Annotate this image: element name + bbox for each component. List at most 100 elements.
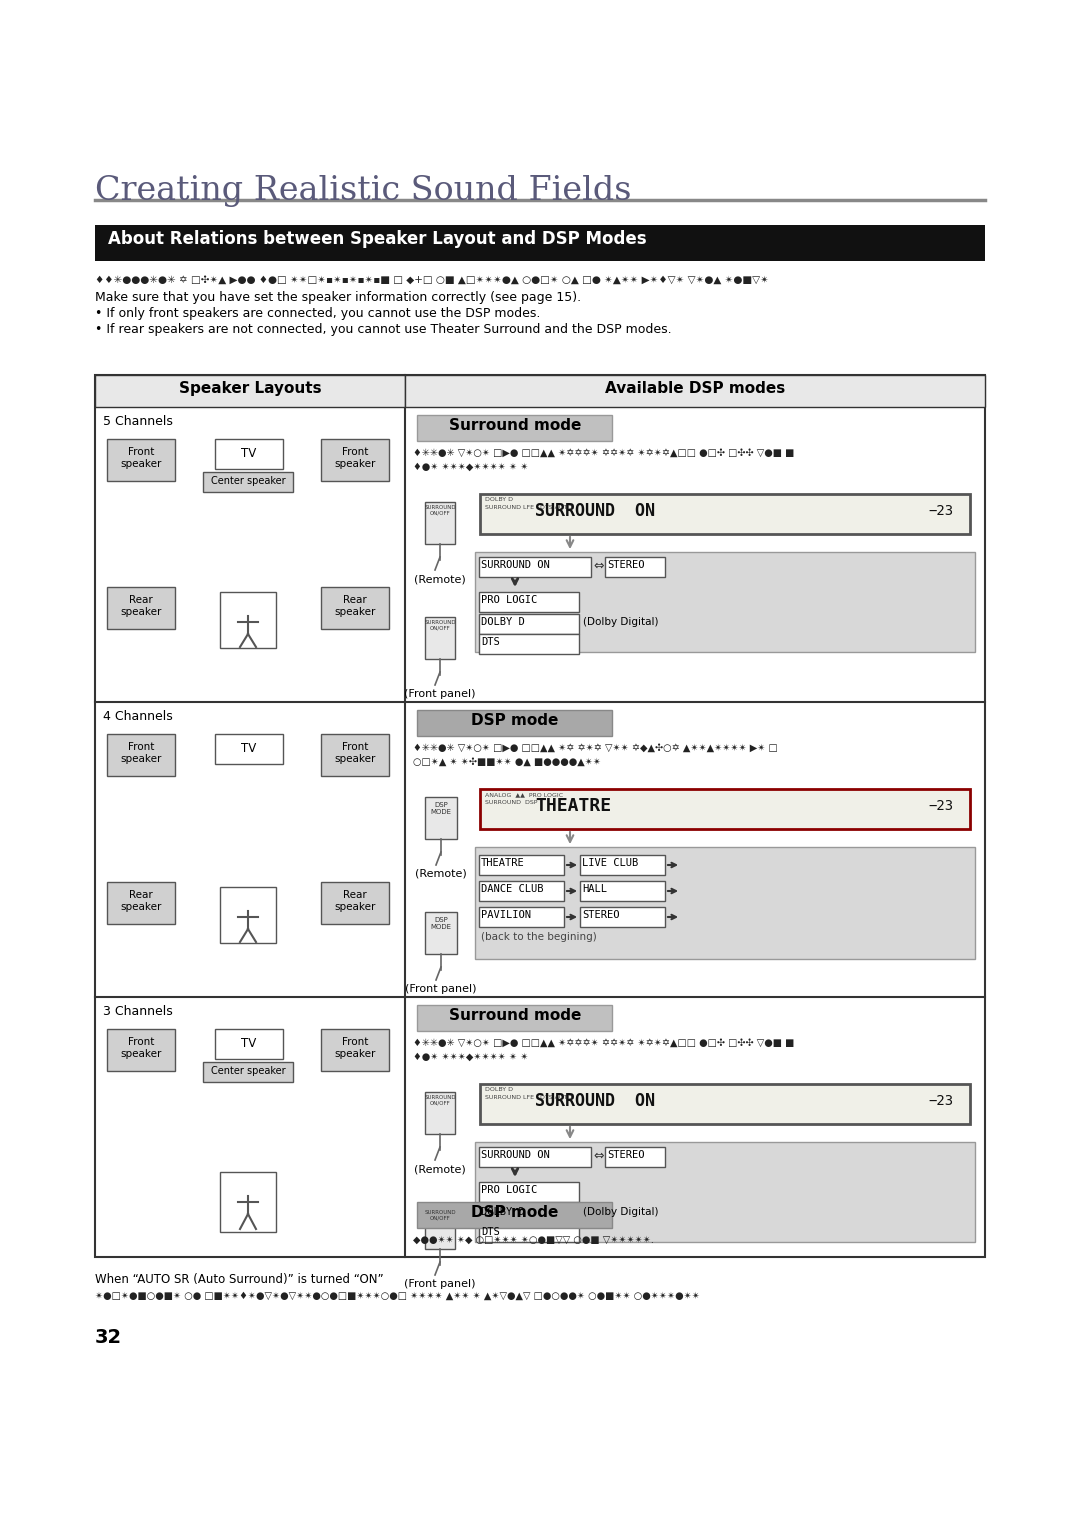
Text: ♦✳✳●✳ ▽✴○✴ □▶● □□▲▲ ✴✡✡✡✴ ✡✡✴✡ ✴✡✴✡▲□□ ●□✣ □✣✣ ▽●■ ■: ♦✳✳●✳ ▽✴○✴ □▶● □□▲▲ ✴✡✡✡✴ ✡✡✴✡ ✴✡✴✡▲□□ ●… [413,448,795,459]
Bar [475,552,975,651]
Text: −23: −23 [928,505,954,518]
Text: (back to the begining): (back to the begining) [481,933,597,942]
Text: (Remote): (Remote) [414,1164,465,1174]
Text: (Dolby Digital): (Dolby Digital) [583,1206,659,1217]
Bar [417,709,612,735]
Text: SURROUND
ON/OFF: SURROUND ON/OFF [424,619,456,631]
Text: STEREO: STEREO [607,560,645,570]
Text: (Front panel): (Front panel) [405,985,476,994]
Bar [580,855,665,875]
Text: (Front panel): (Front panel) [404,690,476,699]
Text: • If rear speakers are not connected, you cannot use Theater Surround and the DS: • If rear speakers are not connected, yo… [95,323,672,336]
Bar [107,439,175,482]
Text: SURROUND
ON/OFF: SURROUND ON/OFF [424,1209,456,1220]
Text: ⇔: ⇔ [593,560,604,573]
Text: ANALOG  ▲▲  PRO LOGIC: ANALOG ▲▲ PRO LOGIC [485,792,563,797]
Text: SURROUND ON: SURROUND ON [481,560,550,570]
Text: (Remote): (Remote) [415,868,467,879]
Text: Center speaker: Center speaker [211,476,285,486]
Bar [605,557,665,576]
Text: Rear
speaker: Rear speaker [120,890,162,911]
Bar [95,225,985,261]
Text: Front
speaker: Front speaker [335,742,376,763]
Bar [417,414,612,440]
Bar [480,1203,579,1225]
Circle shape [238,1176,258,1196]
Text: (Dolby Digital): (Dolby Digital) [583,618,659,627]
Text: STEREO: STEREO [607,1150,645,1161]
Bar [107,587,175,628]
Text: • If only front speakers are connected, you cannot use the DSP modes.: • If only front speakers are connected, … [95,307,540,320]
Text: DTS: DTS [481,638,500,647]
Text: PAVILION: PAVILION [481,910,531,920]
Text: ♦♦✳●●●✳●✳ ✡ □✣✴▲ ▶●● ♦●□ ✴✴□✴▪✴▪✴▪✴▪■ □ ◆+□ ○■ ▲□✴✴✴●▲ ○●□✴ ○▲ □● ✴▲✴✴ ▶✴♦▽✴ ▽✴●: ♦♦✳●●●✳●✳ ✡ □✣✴▲ ▶●● ♦●□ ✴✴□✴▪✴▪✴▪✴▪■ □ … [95,275,769,284]
Text: Front
speaker: Front speaker [335,1037,376,1058]
Text: Front
speaker: Front speaker [335,446,376,468]
Bar [426,502,455,544]
Text: 5 Channels: 5 Channels [103,414,173,428]
Bar [475,1142,975,1242]
Text: About Relations between Speaker Layout and DSP Modes: About Relations between Speaker Layout a… [108,229,647,248]
Text: (Remote): (Remote) [414,573,465,584]
Text: SURROUND  DSP: SURROUND DSP [485,800,538,804]
Bar [203,1063,293,1083]
Text: SURROUND
ON/OFF: SURROUND ON/OFF [424,1095,456,1105]
Bar [107,734,175,777]
Text: SURROUND ON: SURROUND ON [481,1150,550,1161]
Text: SURROUND LFE   DTS.AUTO: SURROUND LFE DTS.AUTO [485,505,572,511]
Bar [480,494,970,534]
Bar [321,587,389,628]
Text: Surround mode: Surround mode [449,1008,581,1023]
Bar [417,1005,612,1031]
Bar [426,618,455,659]
Bar [321,439,389,482]
Text: DSP mode: DSP mode [471,713,558,728]
Bar [417,1202,612,1228]
Text: Creating Realistic Sound Fields: Creating Realistic Sound Fields [95,174,632,206]
Text: Center speaker: Center speaker [211,1066,285,1076]
Text: SURROUND LFE   DTS.AUTO: SURROUND LFE DTS.AUTO [485,1095,572,1099]
Text: Rear
speaker: Rear speaker [335,890,376,911]
Text: STEREO: STEREO [582,910,620,920]
Bar [605,1147,665,1167]
Bar [480,615,579,635]
Bar [107,1029,175,1070]
Bar [480,789,970,829]
Bar [480,1182,579,1202]
Text: PRO LOGIC: PRO LOGIC [481,1185,537,1196]
Text: Surround mode: Surround mode [449,417,581,433]
Bar [95,375,405,407]
Bar [426,1092,455,1135]
Text: HALL: HALL [582,884,607,894]
Bar [480,635,579,654]
Text: ♦✳✳●✳ ▽✴○✴ □▶● □□▲▲ ✴✡✡✡✴ ✡✡✴✡ ✴✡✴✡▲□□ ●□✣ □✣✣ ▽●■ ■: ♦✳✳●✳ ▽✴○✴ □▶● □□▲▲ ✴✡✡✡✴ ✡✡✴✡ ✴✡✴✡▲□□ ●… [413,1038,795,1047]
Bar [580,881,665,901]
Text: Speaker Layouts: Speaker Layouts [178,381,322,396]
Text: LIVE CLUB: LIVE CLUB [582,858,638,868]
Bar [426,797,457,839]
Text: ♦✳✳●✳ ▽✴○✴ □▶● □□▲▲ ✴✡ ✡✴✡ ▽✴✴ ✡◆▲✣○✡ ▲✴✴▲✴✴✴✴ ▶✴ □: ♦✳✳●✳ ▽✴○✴ □▶● □□▲▲ ✴✡ ✡✴✡ ▽✴✴ ✡◆▲✣○✡ ▲✴… [413,743,778,752]
Bar [215,1029,283,1060]
Text: SURROUND  ON: SURROUND ON [535,1092,654,1110]
Text: Front
speaker: Front speaker [120,446,162,468]
Bar [215,439,283,469]
Text: ♦●✴ ✴✴✴◆✴✴✴✴ ✴ ✴: ♦●✴ ✴✴✴◆✴✴✴✴ ✴ ✴ [413,1052,528,1063]
Bar [220,592,276,648]
Bar [215,734,283,764]
Text: Make sure that you have set the speaker information correctly (see page 15).: Make sure that you have set the speaker … [95,291,581,304]
Bar [480,592,579,612]
Text: DSP mode: DSP mode [471,1205,558,1220]
Text: −23: −23 [928,1095,954,1109]
Bar [321,734,389,777]
Bar [107,882,175,924]
Bar [95,375,985,1257]
Text: 4 Channels: 4 Channels [103,709,173,723]
Text: DTS: DTS [481,1226,500,1237]
Text: Front
speaker: Front speaker [120,1037,162,1058]
Text: Available DSP modes: Available DSP modes [605,381,785,396]
Text: DOLBY D: DOLBY D [485,1087,513,1092]
Bar [480,1147,591,1167]
Text: 32: 32 [95,1329,122,1347]
Circle shape [238,891,258,911]
Text: ✴●□✴●■○●■✴ ○● □■✴✴♦✴●▽✴●▽✴✴●○●□■✴✴✴○●□ ✴✴✴✴ ▲✴✴ ✴ ▲✴▽●▲▽ □●○●●✴ ○●■✴✴ ○●✴✴✴●✴✴: ✴●□✴●■○●■✴ ○● □■✴✴♦✴●▽✴●▽✴✴●○●□■✴✴✴○●□ ✴… [95,1290,700,1301]
